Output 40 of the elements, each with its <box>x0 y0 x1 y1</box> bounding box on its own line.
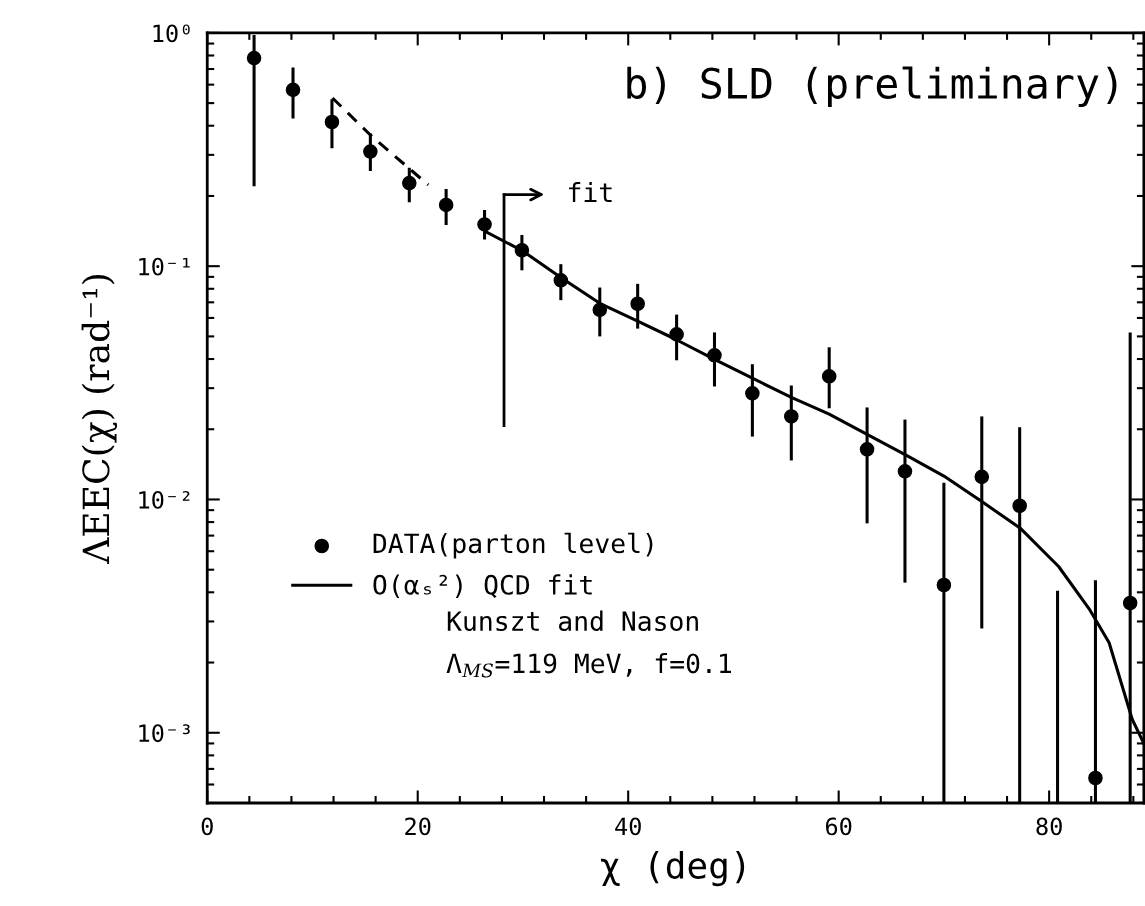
point <box>630 296 645 312</box>
point <box>592 302 608 318</box>
x-tick-label: 0 <box>201 817 213 836</box>
point <box>514 242 530 258</box>
x-tick-label: 60 <box>825 817 852 836</box>
y-tick-label: 10⁻¹ <box>139 257 190 276</box>
point <box>1088 770 1103 786</box>
legend-label: O(αₛ²) QCD fit <box>373 574 592 598</box>
point <box>477 217 492 232</box>
y-tick-label: 10⁻² <box>139 490 190 509</box>
x-axis-title: χ (deg) <box>601 850 745 887</box>
point <box>402 175 417 191</box>
x-tick-label: 40 <box>615 817 641 836</box>
point <box>897 464 913 479</box>
point <box>1122 595 1138 611</box>
y-tick-label: 10⁰ <box>153 24 190 43</box>
annotation: Kunszt and Nason <box>447 610 698 632</box>
point <box>936 577 952 593</box>
annotation: Λ$_{MS}$=119 MeV, f=0.1 <box>446 652 731 678</box>
point <box>438 197 454 213</box>
x-tick-label: 20 <box>405 817 431 836</box>
ref-line-label: fit <box>569 181 612 202</box>
point <box>1012 498 1027 514</box>
point <box>553 273 569 288</box>
text: b) SLD (preliminary) <box>627 66 1117 108</box>
point <box>821 369 837 384</box>
point <box>784 409 799 424</box>
point <box>285 82 301 98</box>
point <box>745 386 760 401</box>
point <box>246 50 262 66</box>
y-axis-title: ΛEEC(χ) (rad⁻¹) <box>81 275 118 564</box>
point <box>859 442 875 457</box>
x-tick-label: 80 <box>1036 817 1062 836</box>
point <box>974 469 990 485</box>
legend-label: DATA(parton level) <box>373 532 653 559</box>
point <box>363 144 378 159</box>
y-tick-label: 10⁻³ <box>139 724 190 743</box>
point <box>324 114 340 130</box>
point <box>707 348 722 363</box>
point <box>669 327 684 342</box>
